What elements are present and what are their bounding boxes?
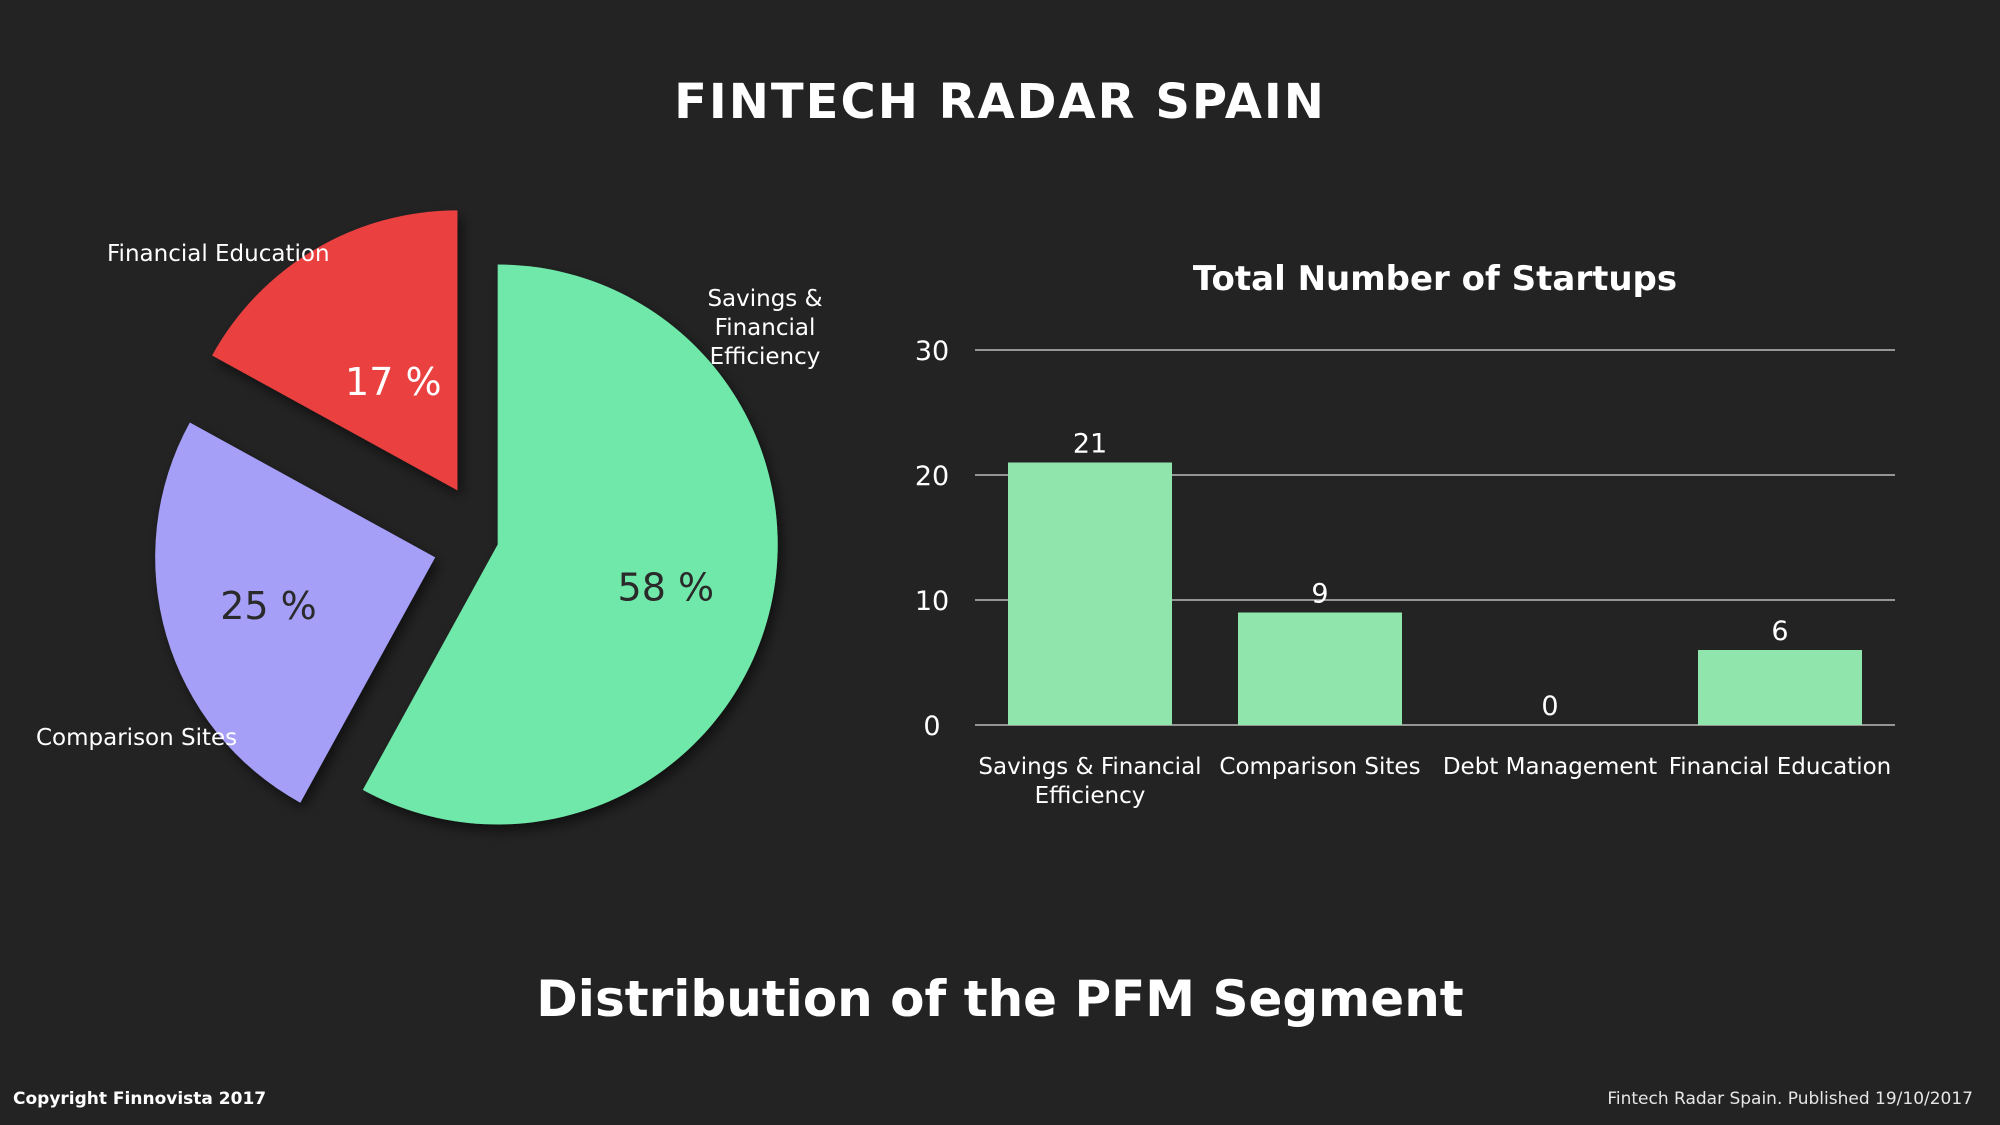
bar-chart-title: Total Number of Startups [1193,259,1677,299]
bar-financial-education [1698,650,1862,725]
bar-value-label: 6 [1771,616,1788,647]
x-tick-label-debt-management: Debt Management [1443,754,1657,780]
pie-percent-financial-education: 17 % [345,360,442,404]
slide-subtitle: Distribution of the PFM Segment [536,970,1464,1028]
y-tick-label: 10 [915,586,949,617]
x-tick-label-savings-financial-efficiency: Savings & Financial Efficiency [978,754,1201,809]
bar-value-label: 21 [1073,429,1107,460]
pie-label-savings-financial-efficiency: Savings & Financial Efficiency [707,286,822,370]
pie-percent-savings-financial-efficiency: 58 % [618,566,715,610]
pie-label-comparison-sites: Comparison Sites [36,725,237,751]
y-tick-label: 0 [923,711,940,742]
pie-slice-financial-education [212,210,458,491]
page-title: FINTECH RADAR SPAIN [674,74,1326,130]
x-tick-label-comparison-sites: Comparison Sites [1219,754,1420,780]
bar-savings-financial-efficiency [1008,462,1172,725]
bar-comparison-sites [1238,612,1402,725]
y-tick-label: 20 [915,461,949,492]
pie-chart: 58 % Savings & Financial Efficiency 25 % Comp… [36,210,823,825]
bar-value-label: 9 [1311,579,1328,610]
bar-value-label: 0 [1541,691,1558,722]
pie-percent-comparison-sites: 25 % [220,584,317,628]
pie-slice-comparison-sites [155,422,436,803]
y-tick-label: 30 [915,336,949,367]
x-tick-label-financial-education: Financial Education [1669,754,1892,780]
pie-label-financial-education: Financial Education [107,241,330,267]
bar-chart: Total Number of Startups 0 10 20 30 21 Savings… [915,259,1895,809]
pie-slice-savings-financial-efficiency [362,264,778,825]
published-text: Fintech Radar Spain. Published 19/10/201… [1607,1089,1973,1109]
copyright-text: Copyright Finnovista 2017 [13,1089,267,1109]
